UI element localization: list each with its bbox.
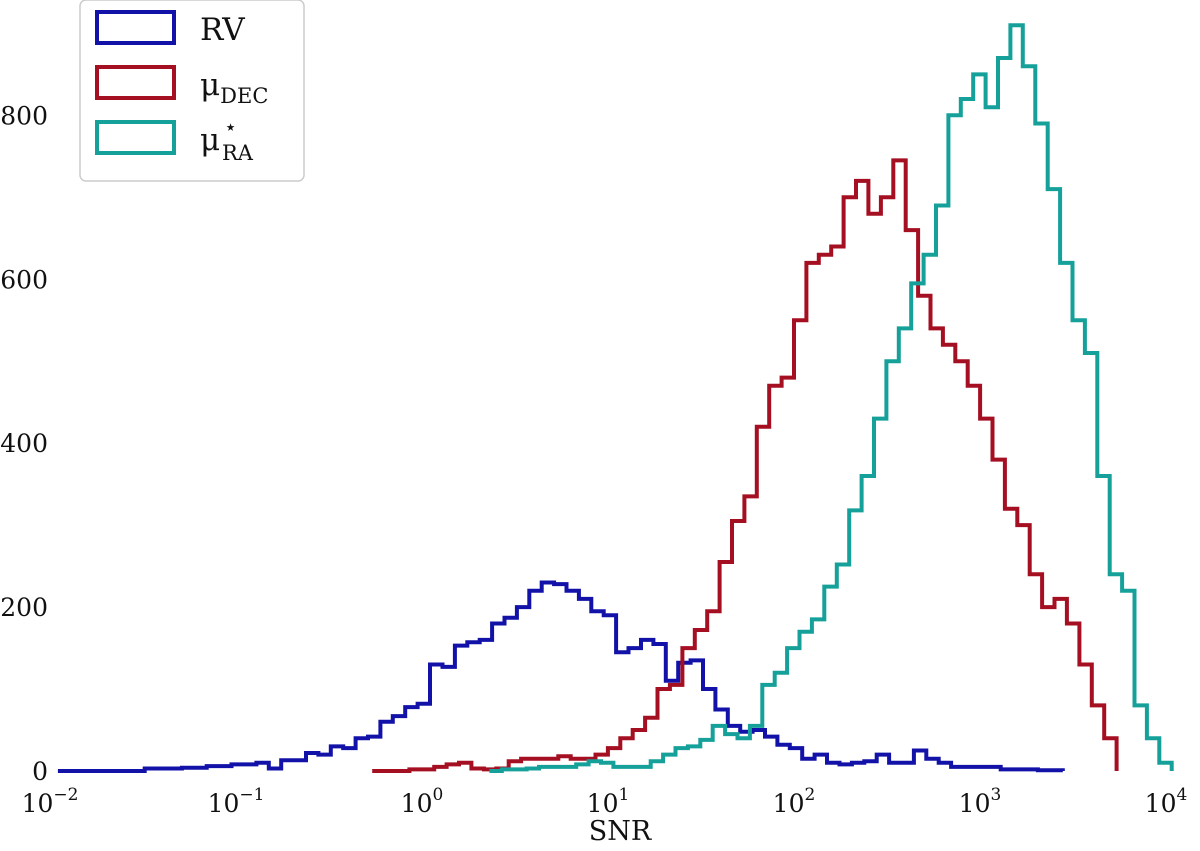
- legend-swatch-rv: [95, 10, 176, 45]
- y-tick-label: 400: [0, 429, 48, 458]
- y-tick-label: 200: [0, 593, 48, 622]
- y-tick-label: 600: [0, 265, 48, 294]
- legend-swatch-mu_ra: [95, 120, 176, 155]
- x-tick-label: 10−2: [22, 785, 79, 818]
- legend-label-mu_dec: μDEC: [200, 67, 268, 108]
- legend-swatch-mu_dec: [95, 65, 176, 100]
- legend-frame: [79, 0, 305, 182]
- x-tick-label: 102: [773, 785, 816, 818]
- x-tick-label: 10−1: [208, 785, 265, 818]
- y-axis-ticks: 0 200 400 600 800: [0, 101, 48, 786]
- x-tick-label: 100: [401, 785, 444, 818]
- legend-label-mu_ra: μ ⋆ RA: [200, 115, 254, 165]
- x-tick-label: 103: [959, 785, 1002, 818]
- legend: RV μDEC μ ⋆ RA: [79, 0, 305, 182]
- x-tick-label: 101: [587, 785, 630, 818]
- x-tick-label: 104: [1145, 785, 1188, 818]
- x-axis-label: SNR: [589, 816, 652, 847]
- series-layer: [57, 23, 1174, 773]
- y-tick-label: 800: [0, 101, 48, 130]
- series-line-mu_ra: [489, 23, 1174, 773]
- series-line-rv: [57, 580, 1065, 773]
- x-axis-ticks: 10−2 10−1 100 101 102 103 104: [22, 785, 1188, 818]
- y-tick-label: 0: [32, 757, 48, 786]
- series-line-mu_dec: [372, 158, 1119, 773]
- legend-label-rv: RV: [200, 12, 245, 48]
